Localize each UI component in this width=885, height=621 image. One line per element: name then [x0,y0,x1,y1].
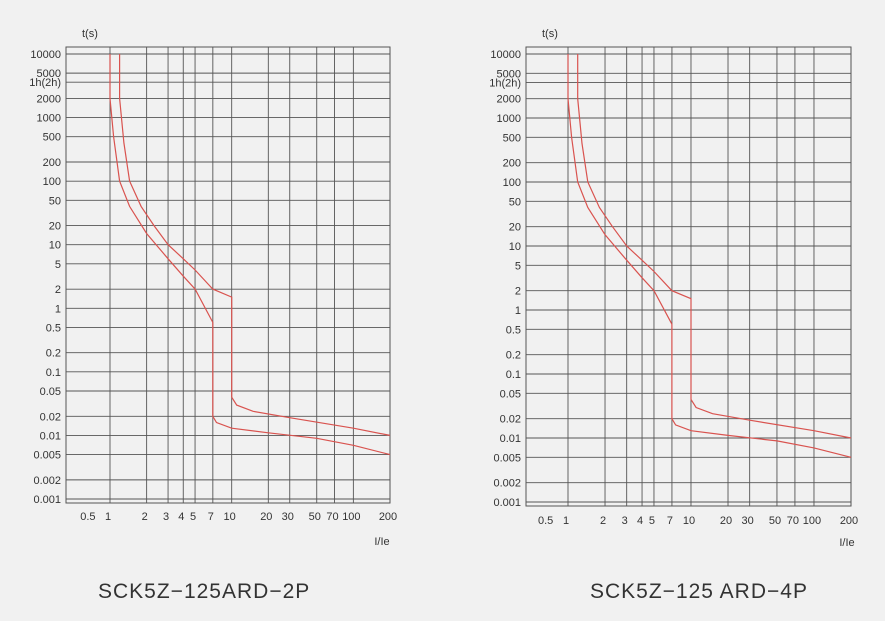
y-tick-label: 500 [503,132,521,144]
x-tick-label: 70 [326,511,338,523]
y-tick-label: 0.005 [493,452,521,464]
y-tick-label: 0.2 [46,348,61,360]
x-tick-label: 70 [787,515,799,527]
x-axis-label: I/Ie [839,537,854,549]
trip-curve-upper [118,54,391,436]
x-tick-label: 100 [342,511,360,523]
trip-curve-lower [567,54,852,458]
y-tick-label: 0.005 [33,450,61,462]
y-axis-label: t(s) [542,28,558,40]
y-tick-label: 1000 [497,113,521,125]
x-tick-label: 200 [840,515,858,527]
y-tick-label: 0.02 [500,414,521,426]
x-tick-label: 7 [208,511,214,523]
x-tick-label: 7 [667,515,673,527]
y-tick-label: 20 [509,222,521,234]
x-tick-label: 50 [309,511,321,523]
y-tick-label: 1 [515,305,521,317]
chart-left-caption: SCK5Z−125ARD−2P [98,580,311,603]
y-tick-label: 0.002 [493,478,521,490]
y-tick-label: 0.01 [500,433,521,445]
y-tick-label: 0.05 [500,388,521,400]
x-tick-label: 2 [600,515,606,527]
y-tick-label: 0.5 [46,322,61,334]
y-tick-label: 1h(2h) [29,77,61,89]
x-tick-label: 3 [622,515,628,527]
x-tick-label: 30 [742,515,754,527]
x-tick-label: 10 [683,515,695,527]
x-tick-label: 20 [720,515,732,527]
y-tick-label: 5000 [37,68,61,80]
x-tick-label: 30 [282,511,294,523]
plot-frame [525,46,852,507]
x-tick-label: 200 [379,511,397,523]
x-tick-label: 100 [803,515,821,527]
x-tick-label: 10 [224,511,236,523]
y-tick-label: 2000 [497,94,521,106]
y-tick-label: 500 [43,132,61,144]
y-tick-label: 10 [509,241,521,253]
y-tick-label: 10000 [30,49,61,61]
x-tick-label: 1 [105,511,111,523]
x-tick-label: 0.5 [80,511,95,523]
x-tick-label: 4 [637,515,643,527]
y-tick-label: 0.1 [46,367,61,379]
trip-curve-upper [577,54,852,439]
y-tick-label: 10 [49,240,61,252]
y-tick-label: 0.5 [506,324,521,336]
y-tick-label: 0.01 [40,430,61,442]
y-tick-label: 1000 [37,113,61,125]
y-tick-label: 20 [49,221,61,233]
y-tick-label: 0.05 [40,386,61,398]
y-tick-label: 50 [509,196,521,208]
chart-right-caption: SCK5Z−125 ARD−4P [590,580,808,603]
x-tick-label: 2 [142,511,148,523]
y-tick-label: 1h(2h) [489,77,521,89]
x-tick-label: 1 [563,515,569,527]
y-tick-label: 50 [49,195,61,207]
y-tick-label: 5000 [497,68,521,80]
y-tick-label: 10000 [490,49,521,61]
y-tick-label: 0.001 [493,497,521,509]
y-tick-label: 100 [43,176,61,188]
y-tick-label: 5 [515,260,521,272]
y-axis-label: t(s) [82,28,98,40]
y-tick-label: 0.02 [40,411,61,423]
x-tick-label: 4 [178,511,184,523]
y-tick-label: 100 [503,177,521,189]
y-tick-label: 200 [43,157,61,169]
x-tick-label: 3 [163,511,169,523]
x-axis-label: I/Ie [374,536,389,548]
trip-curve-lower [109,54,391,456]
x-tick-label: 0.5 [538,515,553,527]
x-tick-label: 5 [190,511,196,523]
x-tick-label: 20 [260,511,272,523]
y-tick-label: 0.001 [33,494,61,506]
y-tick-label: 2 [55,284,61,296]
y-tick-label: 0.1 [506,369,521,381]
y-tick-label: 2000 [37,93,61,105]
y-tick-label: 200 [503,158,521,170]
y-tick-label: 1 [55,303,61,315]
x-tick-label: 50 [769,515,781,527]
y-tick-label: 2 [515,286,521,298]
y-tick-label: 0.002 [33,475,61,487]
x-tick-label: 5 [649,515,655,527]
y-tick-label: 5 [55,259,61,271]
y-tick-label: 0.2 [506,350,521,362]
